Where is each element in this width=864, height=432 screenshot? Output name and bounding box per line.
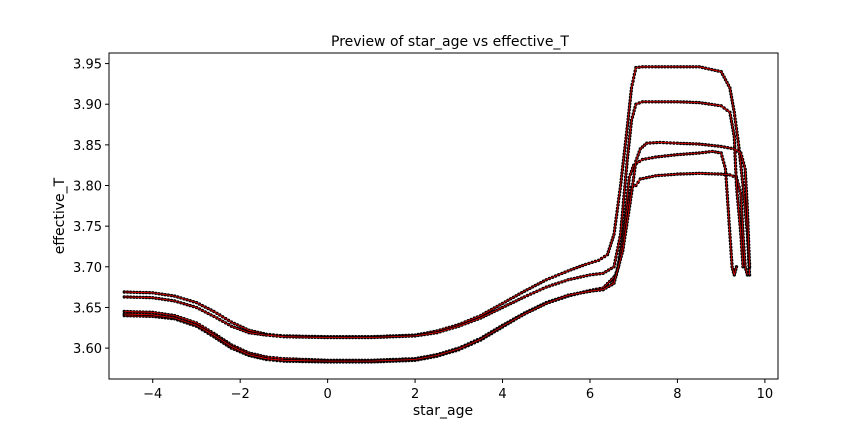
y-tick-label: 3.70 <box>73 261 102 276</box>
x-tick-label: −4 <box>143 387 162 402</box>
x-tick-label: 10 <box>757 387 774 402</box>
series-line-overlay <box>124 66 750 338</box>
series-5 <box>122 140 752 363</box>
series-layer <box>122 65 752 364</box>
plot-background <box>109 53 778 379</box>
y-tick-label: 3.65 <box>73 301 102 316</box>
series-line-overlay <box>124 141 750 362</box>
x-axis-label: star_age <box>413 403 473 419</box>
y-tick-label: 3.75 <box>73 220 102 235</box>
series-line-overlay <box>124 101 744 338</box>
x-tick-label: 6 <box>586 387 594 402</box>
y-tick-label: 3.60 <box>73 342 102 357</box>
plot-area <box>108 52 779 380</box>
x-tick-label: 8 <box>673 387 681 402</box>
y-tick-label: 3.90 <box>73 98 102 113</box>
x-axis-ticks: −4 −2 0 2 4 6 8 10 <box>143 379 773 402</box>
y-axis-ticks: 3.60 3.65 3.70 3.75 3.80 3.85 3.90 3.95 <box>73 58 109 357</box>
x-tick-label: 0 <box>323 387 331 402</box>
series-3 <box>122 65 752 339</box>
x-tick-label: 4 <box>498 387 506 402</box>
series-4 <box>122 100 745 340</box>
y-tick-label: 3.95 <box>73 58 102 73</box>
x-tick-label: 2 <box>411 387 419 402</box>
y-axis-label: effective_T <box>52 177 68 254</box>
y-tick-label: 3.80 <box>73 180 102 195</box>
chart-title: Preview of star_age vs effective_T <box>331 34 569 50</box>
data-point <box>122 295 127 299</box>
y-tick-label: 3.85 <box>73 139 102 154</box>
plot-frame <box>108 52 779 380</box>
x-tick-label: −2 <box>231 387 250 402</box>
